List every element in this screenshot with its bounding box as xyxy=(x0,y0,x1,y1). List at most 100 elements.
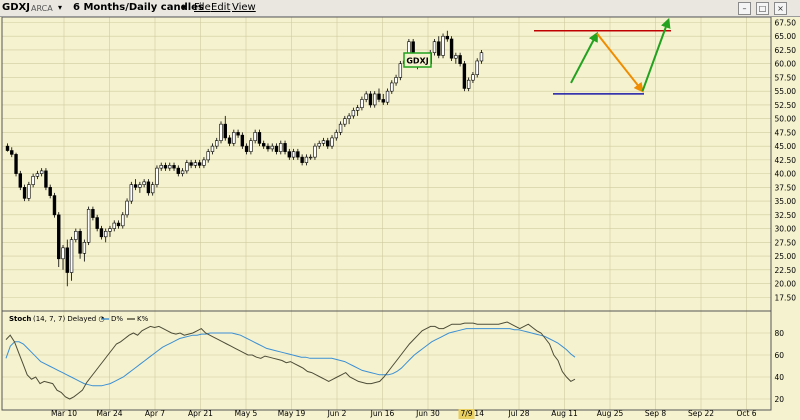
candle-body xyxy=(52,195,57,216)
dropdown-arrow-icon[interactable]: ▾ xyxy=(58,3,63,12)
candle xyxy=(69,236,74,281)
candle xyxy=(18,170,23,191)
candle-body xyxy=(471,74,475,81)
candle xyxy=(82,239,87,262)
candle-body xyxy=(381,99,385,103)
candle-body xyxy=(394,77,398,84)
price-tick-label: 32.50 xyxy=(775,211,797,220)
candle xyxy=(189,159,193,169)
candle xyxy=(437,36,441,59)
candle-body xyxy=(44,170,48,188)
candle-body xyxy=(193,162,198,166)
candle xyxy=(99,225,104,240)
candle xyxy=(398,60,403,81)
candle xyxy=(202,157,206,169)
candle-body xyxy=(279,143,283,152)
price-tick-label: 62.50 xyxy=(775,46,797,55)
candle xyxy=(313,143,317,160)
dropdown-arrow-icon[interactable]: ▾ xyxy=(182,3,187,12)
candle-body xyxy=(338,123,343,133)
candle xyxy=(462,60,467,92)
candle xyxy=(215,137,219,149)
candle-body xyxy=(330,137,334,147)
candle xyxy=(236,129,240,138)
candle-body xyxy=(445,35,450,40)
date-tick-label: Jun 30 xyxy=(415,409,440,418)
close-icon[interactable]: × xyxy=(774,2,787,15)
title-bar: GDXJ ARCA ▾ 6 Months/Daily candles ▾ Fil… xyxy=(0,0,800,17)
candle xyxy=(31,173,35,188)
price-tick-label: 17.50 xyxy=(775,293,797,302)
candle xyxy=(283,140,287,155)
candle-body xyxy=(377,93,381,100)
candle xyxy=(159,162,163,171)
symbol-label[interactable]: GDXJ xyxy=(2,2,30,13)
candle xyxy=(52,192,57,218)
candle xyxy=(180,168,185,177)
maximize-icon[interactable]: □ xyxy=(756,2,769,15)
candle-body xyxy=(257,132,262,144)
candle xyxy=(381,93,385,105)
candle-body xyxy=(27,184,31,199)
stoch-d-line xyxy=(5,328,576,387)
candle xyxy=(244,143,249,155)
candle xyxy=(360,96,364,111)
candle-body xyxy=(317,143,321,147)
minimize-icon[interactable]: – xyxy=(738,2,751,15)
candle xyxy=(390,80,394,94)
candle-body xyxy=(373,93,377,106)
candle-body xyxy=(437,41,441,56)
price-tick-label: 65.00 xyxy=(775,32,797,41)
price-tick-label: 42.50 xyxy=(775,156,797,165)
candle xyxy=(86,206,91,246)
menu-view[interactable]: View xyxy=(232,2,256,13)
candles xyxy=(5,30,484,287)
date-tick-label: May 19 xyxy=(278,409,306,418)
candle xyxy=(304,154,309,166)
candle-body xyxy=(232,132,236,144)
candle xyxy=(104,228,108,243)
period-label[interactable]: 6 Months/Daily candles xyxy=(73,2,204,13)
candle-body xyxy=(112,222,116,229)
candle xyxy=(338,121,343,136)
price-tick-label: 25.00 xyxy=(775,252,797,261)
candle-body xyxy=(48,187,52,196)
stoch-tick-label: 20 xyxy=(774,395,784,404)
candle-body xyxy=(108,228,112,232)
candle-body xyxy=(449,38,454,59)
candle xyxy=(146,179,151,196)
price-tick-label: 40.00 xyxy=(775,170,797,179)
gdxj-label: GDXJ xyxy=(406,57,428,66)
candle xyxy=(475,58,479,78)
candle xyxy=(291,148,296,160)
candle-body xyxy=(351,110,356,117)
price-tick-label: 45.00 xyxy=(775,142,797,151)
candle-body xyxy=(14,154,18,174)
candle xyxy=(479,49,484,64)
price-tick-label: 52.50 xyxy=(775,101,797,110)
candle-body xyxy=(125,200,129,216)
candle xyxy=(129,181,134,204)
candle-body xyxy=(368,93,373,106)
candle xyxy=(108,225,112,237)
candle xyxy=(95,214,99,232)
candle-body xyxy=(197,162,202,166)
candle xyxy=(5,143,10,152)
candle-body xyxy=(475,60,479,76)
candle xyxy=(10,147,14,158)
candle-body xyxy=(185,162,189,172)
candle-body xyxy=(304,156,309,163)
menu-edit[interactable]: Edit xyxy=(211,2,231,13)
candle-body xyxy=(155,167,159,185)
candle xyxy=(445,30,450,42)
candle-body xyxy=(270,145,274,150)
candle-body xyxy=(479,52,484,62)
menu-file[interactable]: File xyxy=(194,2,211,13)
candle xyxy=(326,137,330,149)
k-legend-label: K% xyxy=(137,315,149,323)
candle xyxy=(317,140,321,149)
candle xyxy=(394,74,398,86)
candle-body xyxy=(466,79,471,89)
projection-arrow xyxy=(596,32,644,93)
candle xyxy=(270,143,274,152)
